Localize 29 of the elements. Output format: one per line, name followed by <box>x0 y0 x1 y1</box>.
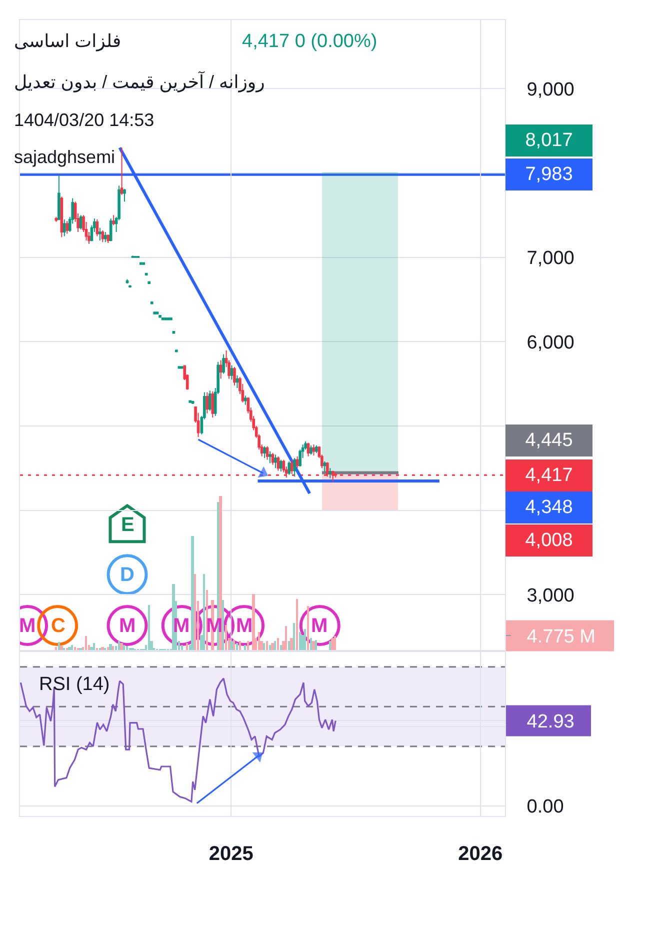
text: 8,017 <box>525 130 573 151</box>
annotation: D <box>120 564 134 586</box>
annotation: 1404/03/20 14:53 <box>14 110 154 130</box>
ref-line-label: 7,983 <box>525 164 573 185</box>
y-tick-label: 9,000 <box>526 79 574 100</box>
y-tick-label: 0.00 <box>526 796 564 818</box>
y-tick-label: 7,000 <box>526 248 574 269</box>
y-tick-label: 42.93 <box>526 711 574 732</box>
text: فلزات اساسی <box>14 31 122 52</box>
ref-line-label: 4,417 <box>525 465 573 486</box>
annotation: C <box>51 615 66 637</box>
x-tick-label: 2026 <box>458 843 503 865</box>
y2-tick-label: 4.775 M <box>526 626 596 648</box>
annotation: M <box>236 615 253 637</box>
text: روزانه / آخرین قیمت / بدون تعدیل <box>14 71 265 93</box>
annotation: M <box>173 615 190 637</box>
y-tick-label: 6,000 <box>526 332 574 354</box>
text: RSI (14) <box>39 674 110 695</box>
annotation: M <box>19 615 36 637</box>
annotation: 4,417 0 (0.00%) <box>242 31 378 52</box>
x-tick-label: 2025 <box>208 843 254 865</box>
annotation: sajadghsemi <box>14 147 116 167</box>
annotation: M <box>311 615 328 637</box>
annotation: E <box>121 514 134 536</box>
text: 4,008 <box>525 530 573 551</box>
y-tick-label: 3,000 <box>526 585 574 606</box>
text: 4,445 <box>525 430 573 451</box>
text: 4,348 <box>525 497 573 518</box>
annotation: M <box>119 615 136 637</box>
